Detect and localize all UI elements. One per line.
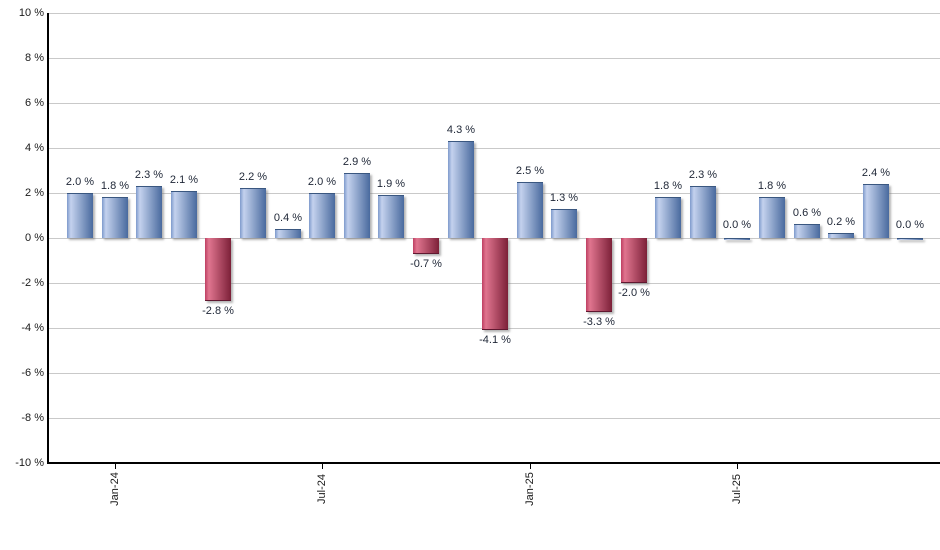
bar[interactable] xyxy=(621,238,647,283)
bar-value-label: 2.3 % xyxy=(134,169,164,181)
bar[interactable] xyxy=(586,238,612,312)
bar-value-label: 1.8 % xyxy=(757,180,787,192)
bar-value-label: 2.2 % xyxy=(238,171,268,183)
bar-value-label: 1.3 % xyxy=(549,192,579,204)
y-tick-label: -6 % xyxy=(21,367,44,379)
y-tick-label: -10 % xyxy=(15,457,44,469)
bar-value-label: 1.8 % xyxy=(100,180,130,192)
x-tick-label: Jan-25 xyxy=(524,472,536,506)
bar[interactable] xyxy=(759,197,785,238)
bar[interactable] xyxy=(309,193,335,238)
x-tick-label: Jul-25 xyxy=(731,474,743,504)
bar-value-label: 4.3 % xyxy=(446,124,476,136)
bar-value-label: 2.1 % xyxy=(169,174,199,186)
bar[interactable] xyxy=(448,141,474,238)
bar-value-label: 2.0 % xyxy=(307,176,337,188)
bar[interactable] xyxy=(690,186,716,238)
y-tick-label: 2 % xyxy=(25,187,44,199)
bar-value-label: 0.0 % xyxy=(722,219,752,231)
bar[interactable] xyxy=(828,233,854,238)
y-axis-line xyxy=(47,13,49,463)
gridline xyxy=(49,58,940,59)
bar-value-label: -2.8 % xyxy=(202,305,234,317)
bar[interactable] xyxy=(413,238,439,254)
bar[interactable] xyxy=(275,229,301,238)
gridline xyxy=(49,193,940,194)
gridline xyxy=(49,13,940,14)
bar[interactable] xyxy=(897,238,923,240)
y-tick-label: 6 % xyxy=(25,97,44,109)
bar[interactable] xyxy=(794,224,820,238)
bar-value-label: -2.0 % xyxy=(618,287,650,299)
bar-value-label: 2.5 % xyxy=(515,165,545,177)
bar[interactable] xyxy=(378,195,404,238)
bar-value-label: -0.7 % xyxy=(410,258,442,270)
bar[interactable] xyxy=(517,182,543,238)
x-axis-line xyxy=(47,462,940,464)
bar[interactable] xyxy=(136,186,162,238)
y-tick-label: -4 % xyxy=(21,322,44,334)
bar[interactable] xyxy=(344,173,370,238)
gridline xyxy=(49,373,940,374)
bar-value-label: 1.9 % xyxy=(376,178,406,190)
bar-value-label: -3.3 % xyxy=(583,316,615,328)
bar[interactable] xyxy=(655,197,681,238)
y-tick-label: 10 % xyxy=(18,7,44,19)
x-axis-tick xyxy=(322,464,323,469)
y-tick-label: 4 % xyxy=(25,142,44,154)
bar-value-label: -4.1 % xyxy=(479,334,511,346)
y-tick-label: 8 % xyxy=(25,52,44,64)
bar[interactable] xyxy=(482,238,508,330)
y-tick-label: -8 % xyxy=(21,412,44,424)
bar-value-label: 0.4 % xyxy=(273,212,303,224)
bar[interactable] xyxy=(863,184,889,238)
bar-value-label: 2.3 % xyxy=(688,169,718,181)
bar[interactable] xyxy=(67,193,93,238)
bar-value-label: 1.8 % xyxy=(653,180,683,192)
x-axis-tick xyxy=(737,464,738,469)
bar[interactable] xyxy=(205,238,231,301)
gridline xyxy=(49,418,940,419)
x-tick-label: Jan-24 xyxy=(109,472,121,506)
bar-value-label: 0.2 % xyxy=(826,216,856,228)
gridline xyxy=(49,103,940,104)
bar-value-label: 0.0 % xyxy=(895,219,925,231)
x-axis-tick xyxy=(115,464,116,469)
bar[interactable] xyxy=(724,238,750,240)
bar[interactable] xyxy=(240,188,266,238)
bar-value-label: 2.9 % xyxy=(342,156,372,168)
y-tick-label: 0 % xyxy=(25,232,44,244)
bar[interactable] xyxy=(551,209,577,238)
bar-value-label: 2.4 % xyxy=(861,167,891,179)
x-axis-tick xyxy=(530,464,531,469)
y-tick-label: -2 % xyxy=(21,277,44,289)
bar-value-label: 2.0 % xyxy=(65,176,95,188)
bar[interactable] xyxy=(102,197,128,238)
gridline xyxy=(49,148,940,149)
x-tick-label: Jul-24 xyxy=(316,474,328,504)
bar-value-label: 0.6 % xyxy=(792,207,822,219)
bar[interactable] xyxy=(171,191,197,238)
